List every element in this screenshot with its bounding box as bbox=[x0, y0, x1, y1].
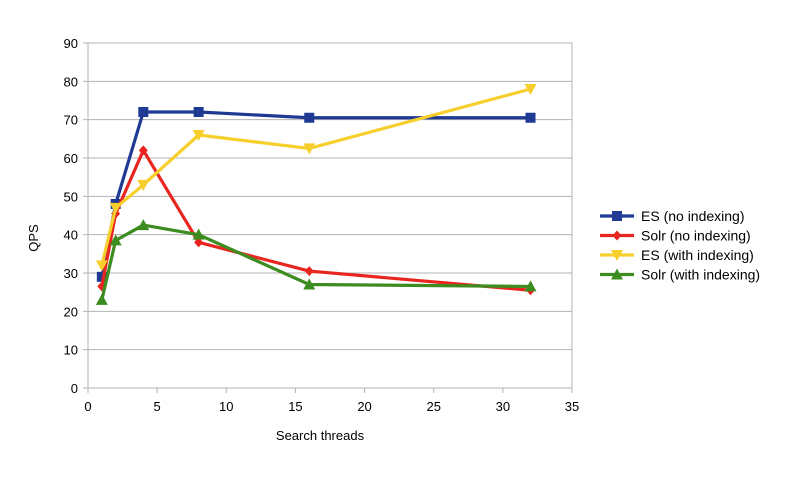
data-point bbox=[525, 112, 536, 123]
x-tick-label: 5 bbox=[154, 399, 161, 414]
series-2 bbox=[95, 84, 537, 272]
axes bbox=[83, 42, 573, 393]
y-tick-label: 20 bbox=[64, 304, 78, 319]
legend-marker bbox=[612, 211, 622, 221]
data-point bbox=[304, 266, 314, 277]
data-point bbox=[303, 143, 316, 155]
series-line bbox=[100, 87, 531, 266]
data-point bbox=[96, 271, 107, 282]
x-tick-label: 20 bbox=[357, 399, 371, 414]
y-tick-labels: 0 10 20 30 40 50 60 70 80 90 bbox=[64, 36, 78, 396]
legend-item: ES (with indexing) bbox=[600, 247, 754, 263]
y-tick-label: 90 bbox=[64, 36, 78, 51]
data-point bbox=[303, 278, 316, 290]
data-point bbox=[138, 145, 148, 156]
y-tick-label: 70 bbox=[64, 113, 78, 128]
x-axis-title: Search threads bbox=[276, 428, 365, 443]
x-tick-label: 10 bbox=[219, 399, 233, 414]
y-tick-label: 10 bbox=[64, 343, 78, 358]
data-point bbox=[138, 107, 149, 117]
x-tick-label: 35 bbox=[565, 399, 579, 414]
data-point bbox=[95, 260, 108, 272]
data-point bbox=[193, 107, 204, 117]
data-point bbox=[137, 219, 150, 231]
y-tick-label: 40 bbox=[64, 228, 78, 243]
data-point bbox=[192, 228, 205, 240]
legend-item: Solr (with indexing) bbox=[600, 267, 760, 283]
y-axis-title: QPS bbox=[26, 224, 41, 252]
legend-marker bbox=[611, 250, 623, 261]
legend-label: ES (no indexing) bbox=[641, 208, 745, 224]
legend-item: ES (no indexing) bbox=[600, 208, 745, 224]
data-point bbox=[137, 179, 150, 191]
data-point bbox=[109, 234, 122, 246]
x-tick-label: 25 bbox=[426, 399, 440, 414]
series-lines bbox=[95, 84, 537, 305]
x-tick-labels: 0 5 10 15 20 25 30 35 bbox=[84, 399, 579, 414]
x-tick-label: 0 bbox=[84, 399, 91, 414]
legend-label: Solr (with indexing) bbox=[641, 267, 760, 283]
series-3 bbox=[95, 219, 537, 305]
data-point bbox=[524, 280, 537, 292]
legend-item: Solr (no indexing) bbox=[600, 228, 751, 244]
series-line bbox=[100, 223, 531, 301]
data-point bbox=[304, 112, 315, 123]
grid-lines bbox=[88, 42, 572, 389]
legend-marker bbox=[612, 230, 622, 241]
x-tick-label: 15 bbox=[288, 399, 302, 414]
x-tick-label: 30 bbox=[496, 399, 510, 414]
legend-label: ES (with indexing) bbox=[641, 247, 754, 263]
data-point bbox=[524, 84, 537, 95]
legend-label: Solr (no indexing) bbox=[641, 228, 751, 244]
legend: ES (no indexing) Solr (no indexing) ES (wi… bbox=[600, 208, 760, 283]
series-line bbox=[100, 148, 531, 292]
series-line bbox=[100, 110, 531, 278]
series-0 bbox=[96, 107, 536, 282]
y-tick-label: 0 bbox=[71, 381, 78, 396]
data-point bbox=[192, 130, 205, 141]
data-point bbox=[194, 237, 204, 248]
legend-marker bbox=[611, 268, 623, 280]
y-tick-label: 30 bbox=[64, 266, 78, 281]
y-tick-label: 60 bbox=[64, 151, 78, 166]
y-tick-label: 50 bbox=[64, 189, 78, 204]
y-tick-label: 80 bbox=[64, 74, 78, 89]
data-point bbox=[109, 202, 122, 214]
data-point bbox=[95, 293, 108, 305]
